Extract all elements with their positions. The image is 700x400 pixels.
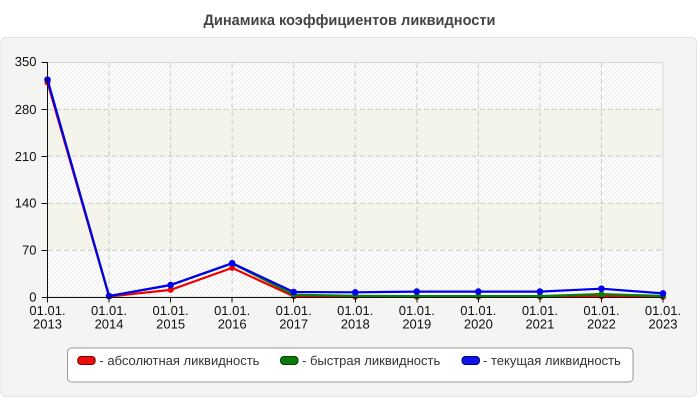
- svg-text:01.01.: 01.01.: [645, 303, 681, 318]
- svg-text:01.01.: 01.01.: [522, 303, 558, 318]
- svg-text:0: 0: [29, 290, 36, 305]
- svg-text:210: 210: [15, 149, 37, 164]
- svg-text:- текущая ликвидность: - текущая ликвидность: [483, 353, 621, 368]
- svg-text:2023: 2023: [649, 317, 678, 332]
- svg-text:01.01.: 01.01.: [29, 303, 65, 318]
- svg-text:01.01.: 01.01.: [276, 303, 312, 318]
- svg-text:2017: 2017: [279, 317, 308, 332]
- svg-text:01.01.: 01.01.: [583, 303, 619, 318]
- svg-text:2020: 2020: [464, 317, 493, 332]
- svg-text:- абсолютная ликвидность: - абсолютная ликвидность: [99, 353, 259, 368]
- svg-text:2021: 2021: [525, 317, 554, 332]
- svg-text:01.01.: 01.01.: [337, 303, 373, 318]
- svg-text:2015: 2015: [156, 317, 185, 332]
- svg-text:01.01.: 01.01.: [91, 303, 127, 318]
- svg-text:2013: 2013: [33, 317, 62, 332]
- svg-text:2016: 2016: [218, 317, 247, 332]
- svg-text:2022: 2022: [587, 317, 616, 332]
- svg-text:01.01.: 01.01.: [399, 303, 435, 318]
- svg-text:01.01.: 01.01.: [214, 303, 250, 318]
- svg-text:2018: 2018: [341, 317, 370, 332]
- svg-text:01.01.: 01.01.: [153, 303, 189, 318]
- svg-text:280: 280: [15, 102, 37, 117]
- svg-text:70: 70: [22, 243, 36, 258]
- svg-text:Динамика коэффициентов ликвидн: Динамика коэффициентов ликвидности: [204, 12, 496, 29]
- svg-text:350: 350: [15, 54, 37, 69]
- svg-text:140: 140: [15, 196, 37, 211]
- svg-text:2014: 2014: [95, 317, 124, 332]
- svg-text:- быстрая ликвидность: - быстрая ликвидность: [302, 353, 440, 368]
- svg-text:2019: 2019: [402, 317, 431, 332]
- svg-text:01.01.: 01.01.: [460, 303, 496, 318]
